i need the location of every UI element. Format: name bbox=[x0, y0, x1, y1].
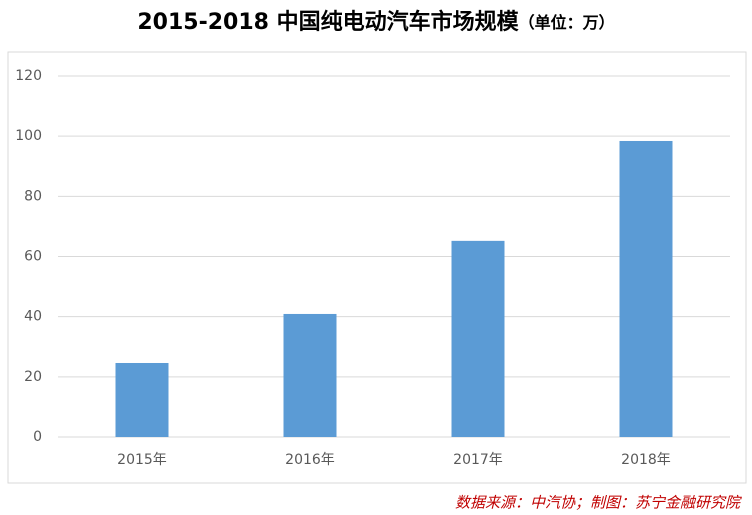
y-tick-label: 60 bbox=[24, 249, 42, 265]
bar bbox=[115, 362, 169, 437]
bar bbox=[283, 313, 337, 437]
y-tick-label: 80 bbox=[24, 188, 42, 204]
source-note: 数据来源：中汽协；制图：苏宁金融研究院 bbox=[455, 494, 742, 512]
bar bbox=[451, 240, 505, 437]
chart-title: 2015-2018 中国纯电动汽车市场规模（单位：万） bbox=[137, 9, 614, 35]
y-tick-label: 20 bbox=[24, 369, 42, 385]
x-tick-label: 2017年 bbox=[453, 452, 503, 468]
x-tick-label: 2016年 bbox=[285, 452, 335, 468]
y-tick-label: 0 bbox=[33, 429, 42, 445]
y-tick-label: 100 bbox=[15, 128, 42, 144]
y-tick-label: 40 bbox=[24, 309, 42, 325]
title-main: 2015-2018 中国纯电动汽车市场规模 bbox=[137, 9, 519, 35]
title-unit: （单位：万） bbox=[519, 13, 615, 32]
x-tick-label: 2018年 bbox=[621, 452, 671, 468]
bar bbox=[619, 140, 673, 438]
x-tick-label: 2015年 bbox=[117, 452, 167, 468]
y-tick-label: 120 bbox=[15, 68, 42, 84]
